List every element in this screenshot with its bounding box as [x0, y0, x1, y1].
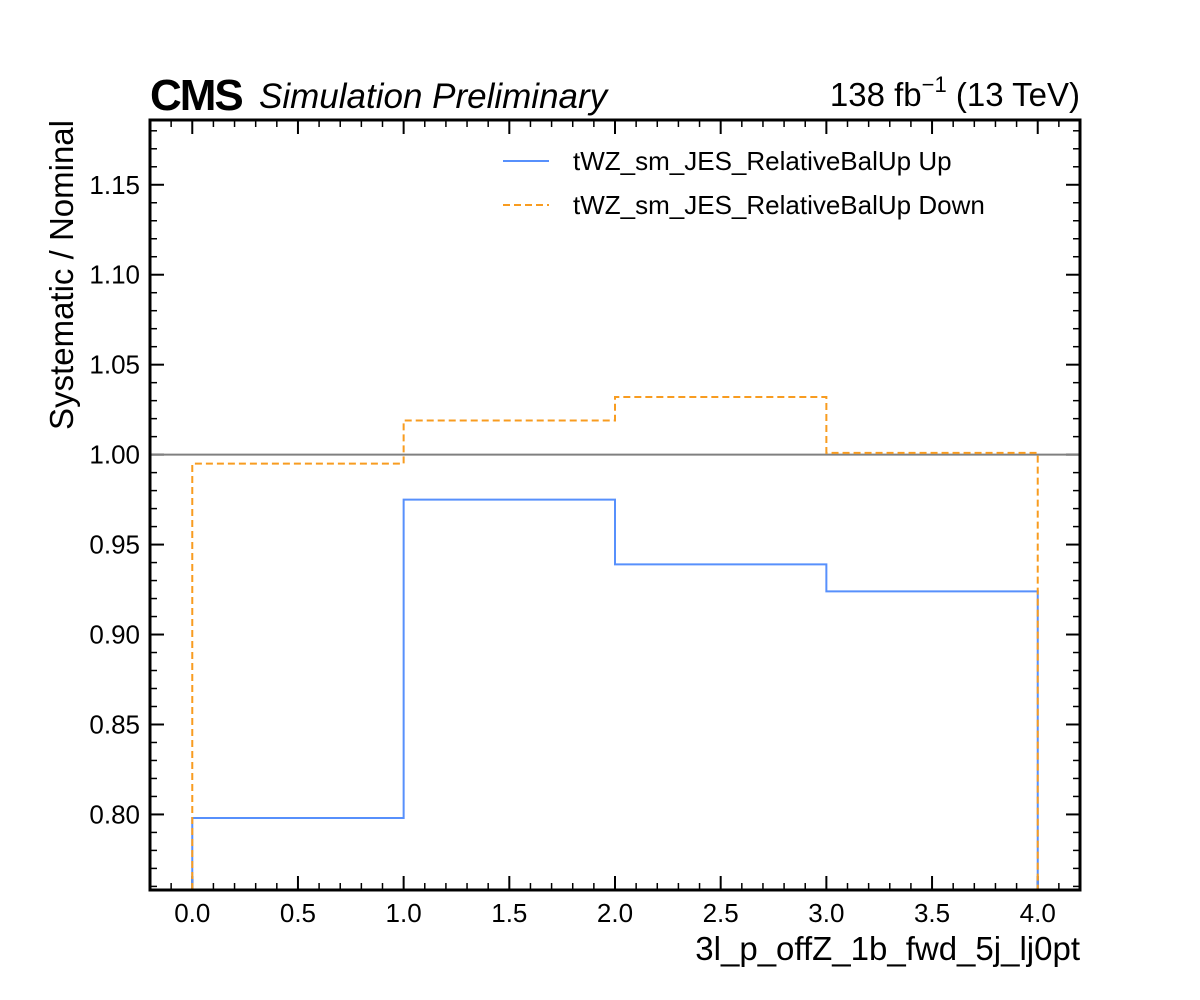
y-tick-label: 1.05: [89, 350, 140, 380]
status-label: Simulation Preliminary: [259, 77, 610, 116]
x-tick-label: 2.5: [703, 898, 739, 928]
x-tick-label: 4.0: [1020, 898, 1056, 928]
x-tick-label: 3.5: [914, 898, 950, 928]
x-tick-label: 2.0: [597, 898, 633, 928]
series-down-step: [191, 396, 1039, 889]
lumi-label: 138 fb−1 (13 TeV): [830, 72, 1080, 113]
x-tick-label: 1.5: [491, 898, 527, 928]
lumi-value: 138 fb: [830, 76, 922, 113]
energy-label: (13 TeV): [947, 76, 1080, 113]
y-tick-label: 1.10: [89, 260, 140, 290]
plot-frame: [148, 118, 1082, 892]
y-axis-title: Systematic / Nominal: [43, 120, 80, 430]
series-layer: [191, 396, 1039, 889]
x-tick-label: 0.0: [174, 898, 210, 928]
x-tick-label: 0.5: [280, 898, 316, 928]
y-tick-label: 0.95: [89, 530, 140, 560]
x-tick-labels: 0.0 0.5 1.0 1.5 2.0 2.5 3.0 3.5 4.0: [174, 898, 1056, 928]
x-tick-label: 3.0: [808, 898, 844, 928]
legend: tWZ_sm_JES_RelativeBalUp Up tWZ_sm_JES_R…: [503, 146, 985, 220]
plot-area: [151, 396, 1079, 889]
y-tick-label: 1.15: [89, 170, 140, 200]
y-tick-label: 0.90: [89, 620, 140, 650]
experiment-label: CMS: [150, 71, 242, 120]
y-tick-labels: 0.80 0.85 0.90 0.95 1.00 1.05 1.10 1.15: [89, 170, 140, 830]
y-tick-label: 0.80: [89, 799, 140, 829]
legend-label-down: tWZ_sm_JES_RelativeBalUp Down: [573, 190, 985, 220]
y-tick-label: 1.00: [89, 440, 140, 470]
x-tick-label: 1.0: [386, 898, 422, 928]
series-up-step: [191, 498, 1039, 889]
y-tick-label: 0.85: [89, 709, 140, 739]
x-axis-title: 3l_p_offZ_1b_fwd_5j_lj0pt: [695, 930, 1080, 967]
lumi-exponent: −1: [922, 72, 947, 97]
legend-label-up: tWZ_sm_JES_RelativeBalUp Up: [573, 146, 952, 176]
